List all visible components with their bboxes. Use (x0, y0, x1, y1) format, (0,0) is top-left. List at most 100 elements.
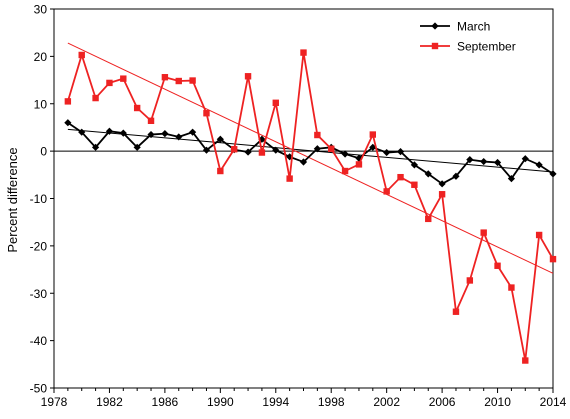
data-point-march (64, 119, 72, 127)
data-point-september (161, 74, 169, 81)
data-point-september (244, 73, 252, 80)
x-tick-label: 2014 (540, 395, 567, 409)
data-point-september (328, 145, 335, 152)
y-tick-label: -30 (30, 287, 48, 301)
data-point-september (217, 167, 224, 175)
data-point-september (314, 131, 321, 139)
data-point-march (272, 146, 280, 154)
y-tick-label: 0 (40, 145, 47, 159)
data-point-march (189, 128, 197, 136)
data-point-september (397, 173, 404, 181)
data-point-september (383, 188, 390, 195)
data-point-march (521, 155, 529, 163)
legend-label-september: September (457, 40, 516, 54)
data-point-september (438, 191, 446, 198)
data-point-september (230, 146, 238, 153)
series-line-march (67, 121, 554, 185)
data-point-september (64, 98, 72, 105)
data-point-september (78, 51, 85, 59)
legend: March September (420, 20, 516, 54)
data-point-march (119, 129, 127, 137)
data-point-september (369, 131, 377, 138)
data-point-march (369, 143, 377, 151)
data-point-september (411, 181, 418, 188)
x-tick-label: 2010 (484, 395, 511, 409)
data-point-march (286, 153, 294, 161)
data-point-march (175, 133, 183, 141)
data-point-september (494, 262, 501, 269)
data-point-march (438, 180, 446, 188)
data-point-september (508, 284, 515, 291)
data-point-september (480, 229, 487, 236)
x-tick-label: 1986 (152, 395, 179, 409)
data-point-september (522, 357, 529, 364)
data-point-september (272, 99, 279, 107)
x-tick-label: 1990 (207, 395, 234, 409)
x-tick-label: 1998 (318, 395, 345, 409)
trend-line-september (67, 42, 554, 274)
legend-marker-march (431, 22, 439, 30)
data-point-march (161, 129, 169, 138)
y-tick-label: 30 (34, 3, 48, 17)
data-point-march (105, 127, 114, 135)
data-point-march (480, 157, 488, 166)
data-point-september (147, 117, 155, 125)
data-point-march (535, 161, 543, 169)
data-point-september (175, 77, 182, 85)
x-tick-label: 1978 (41, 395, 68, 409)
data-point-march (507, 175, 516, 183)
y-tick-label: -20 (30, 239, 48, 253)
data-point-march (202, 146, 211, 154)
data-point-march (341, 150, 349, 158)
data-point-march (396, 147, 405, 156)
data-point-march (410, 161, 418, 169)
y-tick-label: 10 (34, 97, 48, 111)
x-tick-label: 2002 (373, 395, 400, 409)
data-point-september (341, 167, 349, 175)
data-point-september (106, 79, 113, 87)
data-point-march (133, 143, 141, 151)
series (64, 49, 557, 364)
data-point-september (92, 94, 99, 102)
legend-marker-september (431, 42, 439, 50)
data-point-march (216, 135, 224, 143)
x-tick-label: 1994 (262, 395, 289, 409)
y-axis-label: Percent difference (5, 147, 20, 252)
data-point-march (493, 158, 502, 167)
data-point-march (91, 143, 100, 151)
data-point-march (383, 148, 391, 157)
data-point-march (424, 170, 432, 178)
data-point-march (452, 172, 460, 180)
x-tick-label: 1982 (96, 395, 123, 409)
data-point-march (147, 130, 155, 139)
x-tick-label: 2006 (429, 395, 456, 409)
data-point-march (466, 156, 474, 164)
data-point-september (549, 255, 557, 263)
data-point-september (133, 104, 141, 112)
data-point-march (549, 170, 557, 178)
data-point-september (300, 49, 307, 56)
data-point-march (244, 148, 252, 156)
trend-lines (67, 42, 554, 274)
y-tick-label: -40 (30, 334, 48, 348)
data-point-september (425, 215, 432, 223)
data-point-september (535, 231, 543, 239)
data-point-september (466, 277, 474, 284)
data-point-september (452, 308, 460, 315)
plot-frame (53, 8, 554, 389)
data-point-september (203, 110, 210, 117)
data-point-march (313, 145, 321, 153)
data-point-september (258, 149, 266, 156)
data-point-september (120, 75, 127, 82)
y-tick-label: -10 (30, 192, 48, 206)
data-point-september (286, 175, 293, 182)
y-tick-label: -50 (30, 382, 48, 396)
data-point-march (299, 158, 308, 166)
data-point-september (189, 77, 196, 84)
legend-label-march: March (457, 20, 490, 34)
y-tick-label: 20 (34, 50, 48, 64)
data-point-september (355, 161, 363, 168)
